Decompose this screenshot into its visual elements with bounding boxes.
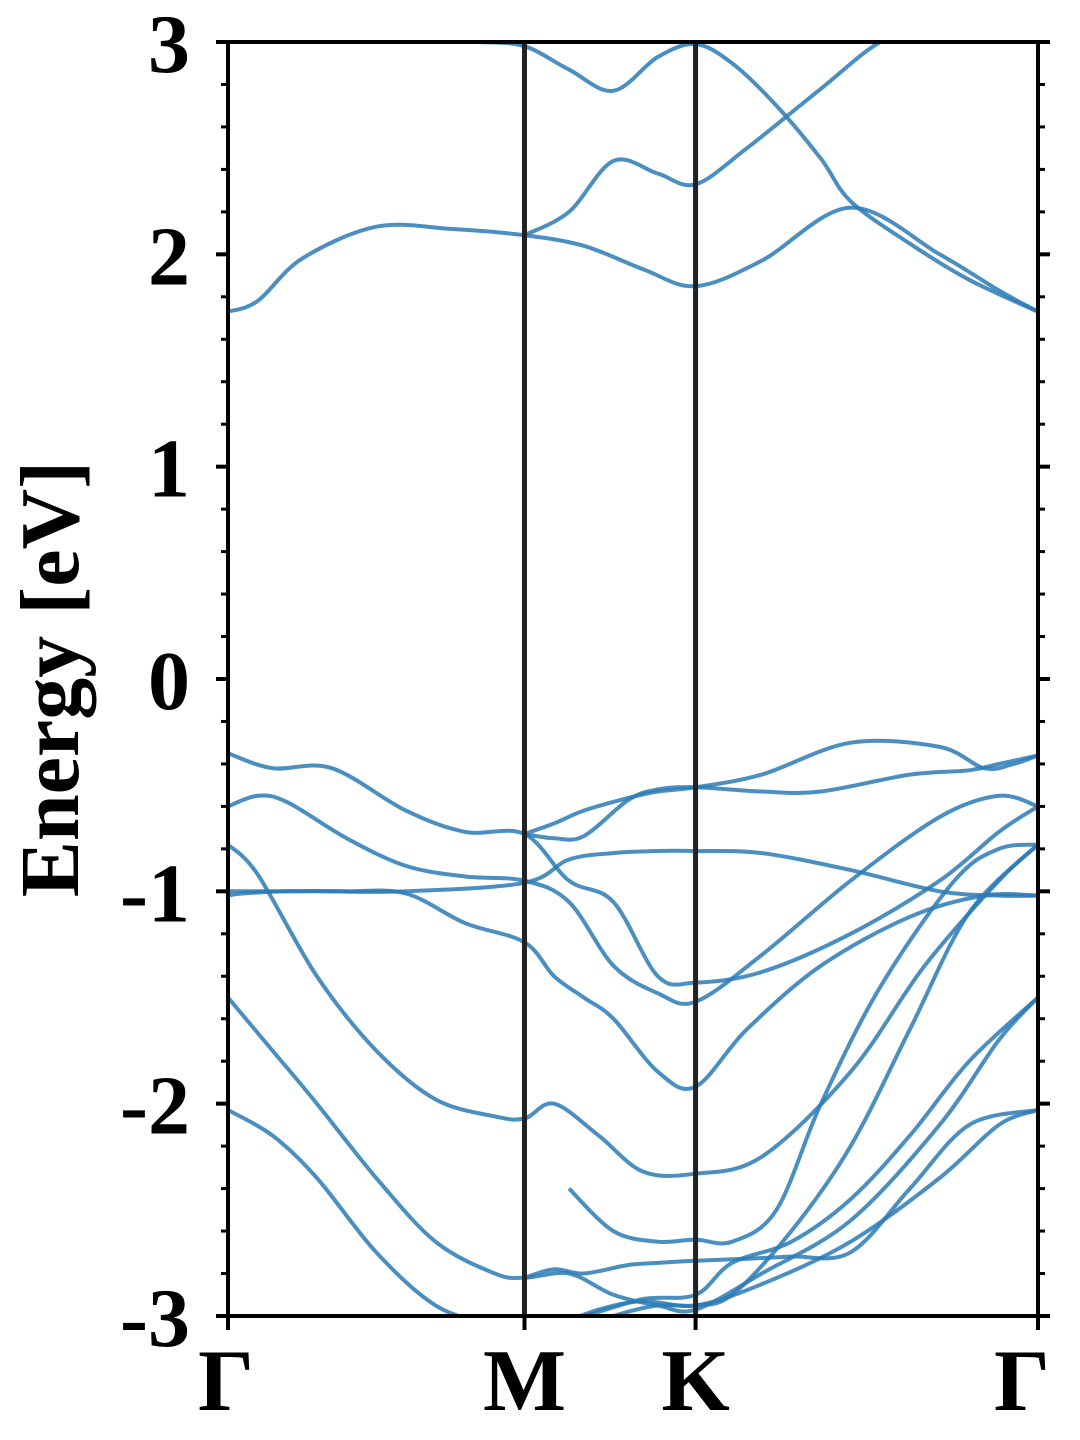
x-tick-label: K — [661, 1333, 729, 1430]
band-line-5 — [228, 793, 1038, 1006]
band-line-16 — [479, 42, 1038, 314]
plot-frame — [226, 40, 1040, 1318]
y-axis-label: Energy [eV] — [4, 461, 97, 897]
band-line-4 — [228, 888, 1038, 1091]
band-line-13 — [567, 842, 1038, 1246]
x-tick-label: M — [483, 1333, 566, 1430]
band-line-8 — [524, 753, 1038, 842]
band-line-15 — [523, 42, 885, 237]
band-line-3 — [228, 843, 1038, 1178]
y-tick-label: 3 — [148, 0, 190, 91]
y-major-ticks — [216, 40, 1050, 1318]
x-tick-marks — [226, 1316, 1040, 1330]
y-minor-ticks — [221, 82, 1045, 1276]
x-tick-label: Γ — [994, 1333, 1050, 1430]
y-tick-label: 2 — [148, 210, 190, 303]
band-line-11 — [574, 996, 1038, 1316]
y-tick-labels: -3 -2 -1 0 1 2 3 — [120, 0, 190, 1365]
band-line-10 — [523, 1108, 1038, 1280]
band-lines — [228, 42, 1038, 1316]
band-line-12 — [606, 843, 1038, 1316]
band-line-6 — [228, 751, 1038, 987]
y-tick-label: -3 — [120, 1272, 190, 1365]
high-symmetry-lines — [521, 42, 699, 1316]
band-line-2 — [228, 996, 1038, 1314]
y-tick-label: -2 — [120, 1060, 190, 1153]
band-line-14 — [228, 205, 1038, 314]
band-line-9 — [523, 738, 1038, 836]
y-tick-label: -1 — [120, 847, 190, 940]
x-tick-label: Γ — [198, 1333, 254, 1430]
y-tick-label: 1 — [148, 423, 190, 516]
band-line-7 — [228, 848, 1038, 898]
y-tick-label: 0 — [148, 635, 190, 728]
